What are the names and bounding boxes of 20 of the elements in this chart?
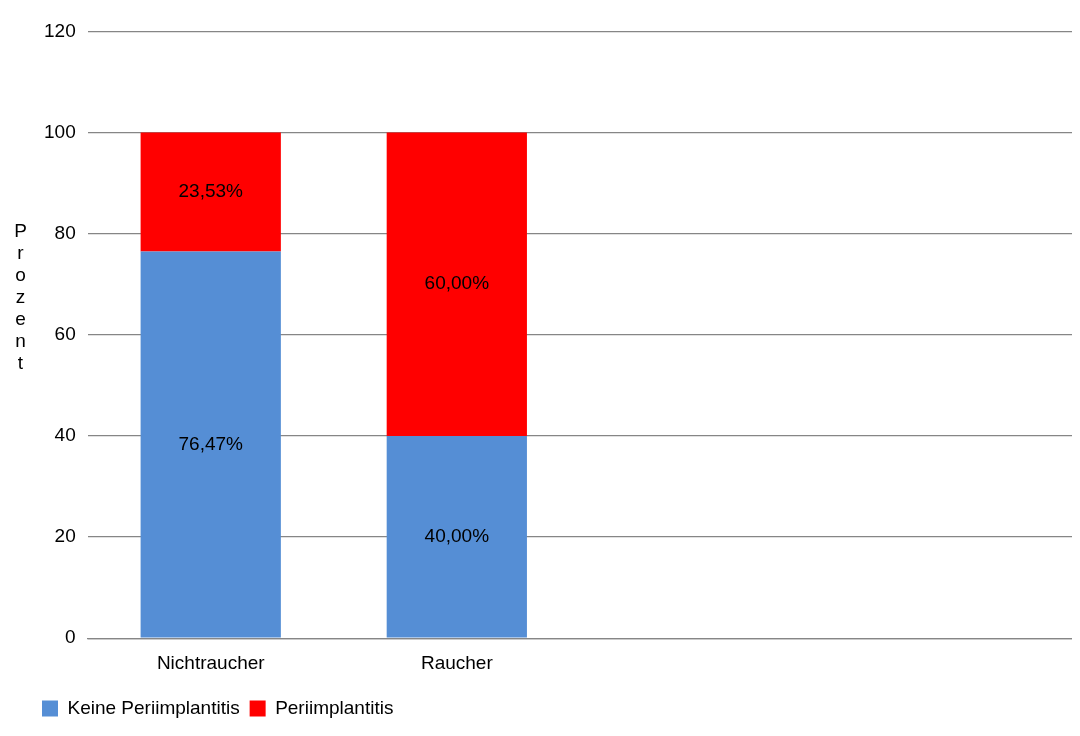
bar — [386, 132, 527, 436]
y-tick-label: 20 — [54, 525, 76, 547]
x-tick-label: Raucher — [420, 651, 494, 673]
y-tick-label: 100 — [44, 120, 76, 142]
y-tick-label: 0 — [65, 626, 76, 648]
x-tick-label: Nichtraucher — [156, 651, 266, 673]
y-tick-label: 60 — [54, 323, 76, 345]
legend-label: Periimplantitis — [275, 696, 394, 718]
data-label: 23,53% — [178, 180, 244, 202]
bar — [386, 435, 527, 638]
y-tick-label: 40 — [54, 424, 76, 446]
bar — [140, 132, 281, 252]
y-tick-label: 120 — [44, 19, 76, 41]
data-label: 40,00% — [424, 524, 490, 546]
y-axis-title: Prozent — [9, 220, 32, 374]
y-tick-label: 80 — [54, 221, 76, 243]
data-label: 60,00% — [424, 272, 490, 294]
bar — [140, 251, 281, 638]
legend-label: Keine Periimplantitis — [67, 696, 240, 718]
data-label: 76,47% — [178, 432, 244, 454]
